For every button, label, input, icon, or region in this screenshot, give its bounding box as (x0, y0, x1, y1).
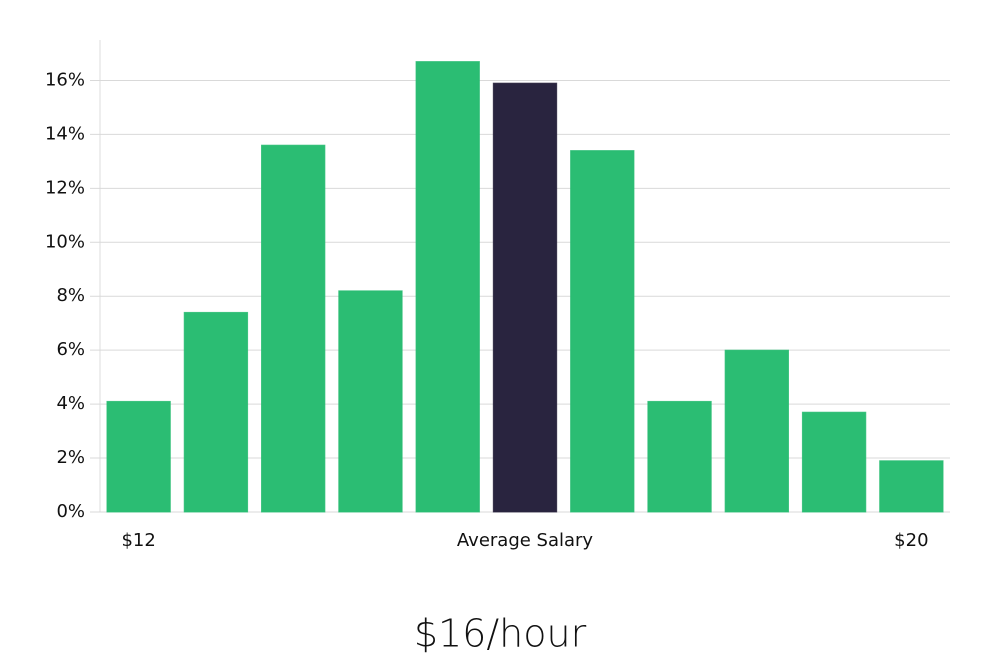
bar (415, 61, 480, 513)
y-tick-label: 14% (45, 123, 85, 144)
y-tick-label: 8% (56, 285, 85, 306)
y-tick-label: 16% (45, 69, 85, 90)
x-tick-label: $20 (894, 530, 928, 551)
x-tick-label: $12 (121, 530, 155, 551)
y-tick-label: 6% (56, 339, 85, 360)
bar (183, 311, 249, 513)
bar (647, 400, 712, 513)
bar (724, 349, 789, 513)
bar (106, 400, 171, 513)
y-tick-label: 12% (45, 177, 85, 198)
bar (879, 460, 944, 513)
caption: $16/hour (414, 612, 587, 656)
bar (570, 150, 635, 513)
y-tick-label: 0% (56, 501, 85, 522)
y-tick-label: 2% (56, 447, 85, 468)
bar (492, 82, 558, 513)
x-tick-label: Average Salary (457, 530, 594, 551)
bar (261, 144, 326, 513)
y-tick-label: 4% (56, 393, 85, 414)
bar (338, 290, 403, 513)
y-tick-label: 10% (45, 231, 85, 252)
bar (801, 411, 867, 513)
